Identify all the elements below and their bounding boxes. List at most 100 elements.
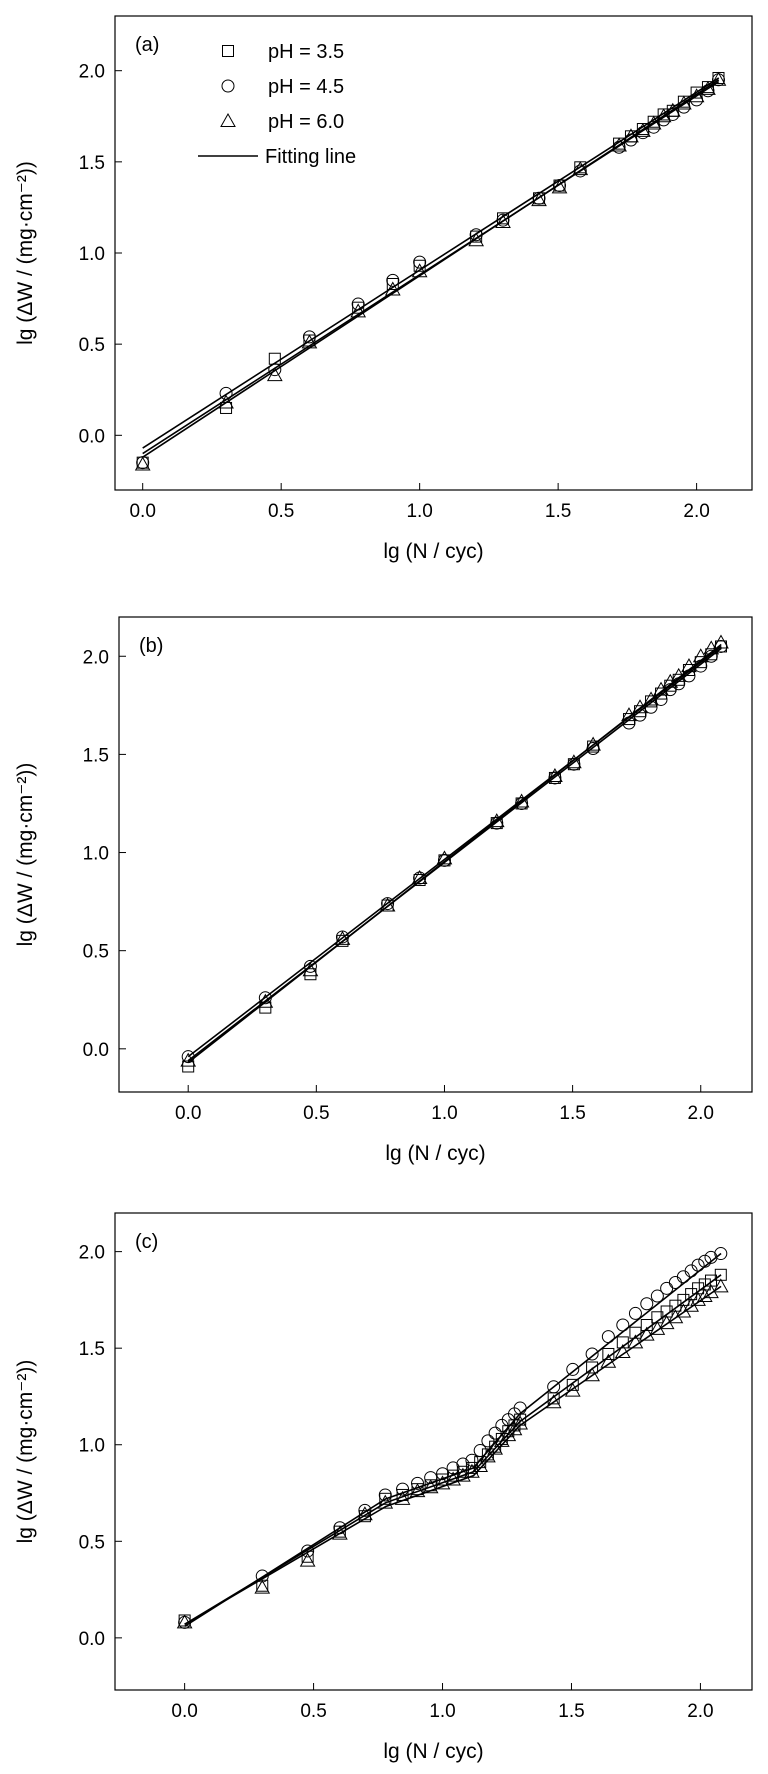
triangle-marker <box>302 962 319 977</box>
circle-marker <box>548 771 562 785</box>
y-tick-label: 0.5 <box>79 335 105 356</box>
circle-marker <box>704 649 718 663</box>
triangle-marker <box>614 1344 631 1359</box>
chart-panel-1: 0.0 0.5 1.0 1.5 2.0 0.0 0.5 1.0 1.5 2.0 lg (N / cy… <box>14 15 753 563</box>
x-tick-label: 1.5 <box>545 501 571 522</box>
y-tick-label: 2.0 <box>83 647 109 668</box>
triangle-marker <box>600 1353 617 1368</box>
triangle-marker <box>690 1291 706 1306</box>
x-tick-label: 0.0 <box>171 1701 197 1722</box>
triangle-marker <box>218 394 234 409</box>
y-tick-label: 0.5 <box>83 942 109 963</box>
triangle-marker <box>422 1479 439 1494</box>
circle-marker <box>691 1258 705 1272</box>
plot-frame <box>118 616 753 1093</box>
circle-marker <box>704 1250 718 1264</box>
triangle-marker <box>350 303 367 318</box>
circle-marker <box>386 273 400 287</box>
triangle-marker <box>676 95 692 110</box>
square-marker <box>379 1492 392 1505</box>
circle-marker <box>436 1467 450 1481</box>
triangle-marker <box>635 122 651 137</box>
circle-marker <box>488 1426 502 1440</box>
triangle-marker <box>547 767 563 782</box>
triangle-marker <box>632 699 648 714</box>
triangle-marker <box>688 88 705 103</box>
triangle-marker <box>334 930 351 945</box>
circle-marker <box>456 1457 470 1471</box>
triangle-marker <box>134 456 151 471</box>
y-tick-label: 0.0 <box>83 1040 109 1061</box>
x-tick-label: 0.5 <box>300 1701 326 1722</box>
triangle-marker <box>379 897 396 912</box>
series-circle <box>178 1247 728 1629</box>
circle-marker <box>714 1247 728 1261</box>
panel-label: (c) <box>135 1231 158 1253</box>
x-tick-label: 1.0 <box>431 1103 457 1124</box>
triangle-marker <box>377 1494 394 1509</box>
circle-marker <box>302 330 316 344</box>
square-marker <box>396 1488 409 1501</box>
x-tick-label: 1.5 <box>559 1103 585 1124</box>
triangle-marker <box>531 192 547 207</box>
x-tick-label: 1.0 <box>429 1701 455 1722</box>
square-marker <box>616 1336 629 1349</box>
triangle-marker <box>713 634 729 649</box>
square-marker <box>622 713 635 726</box>
y-tick-label: 1.5 <box>79 153 105 174</box>
triangle-marker <box>434 1475 451 1490</box>
y-tick-label: 0.0 <box>79 1629 105 1650</box>
series-square <box>178 1268 727 1627</box>
square-marker <box>268 352 281 365</box>
circle-marker <box>473 1444 487 1458</box>
circle-marker <box>698 1254 712 1268</box>
circle-marker <box>258 991 272 1005</box>
circle-marker <box>650 1289 664 1303</box>
y-tick-label: 0.5 <box>79 1532 105 1553</box>
circle-marker <box>481 1434 495 1448</box>
x-axis-title: lg (N / cyc) <box>385 1142 485 1165</box>
triangle-marker <box>266 367 283 382</box>
triangle-marker <box>384 281 401 296</box>
triangle-marker <box>564 1382 581 1397</box>
circle-marker <box>424 1471 438 1485</box>
y-tick-label: 0.0 <box>79 426 105 447</box>
circle-marker <box>616 1318 630 1332</box>
x-tick-label: 2.0 <box>683 501 709 522</box>
y-tick-label: 2.0 <box>79 1243 105 1264</box>
square-marker <box>222 45 234 57</box>
triangle-marker <box>700 80 716 95</box>
circle-marker <box>668 1276 682 1290</box>
square-marker <box>655 687 668 700</box>
chart-panel-2: 0.0 0.5 1.0 1.5 2.0 0.0 0.5 1.0 1.5 2.0 lg (N / cy… <box>14 616 753 1165</box>
triangle-marker <box>584 1367 600 1382</box>
circle-marker <box>490 816 504 830</box>
triangle-marker <box>480 1448 496 1463</box>
triangle-marker <box>176 1614 193 1629</box>
series-triangle <box>134 71 727 471</box>
circle-marker <box>396 1482 410 1496</box>
circle-marker <box>333 1521 347 1535</box>
square-marker <box>413 259 426 272</box>
triangle-marker <box>488 813 505 828</box>
triangle-marker <box>257 993 274 1008</box>
circle-marker <box>221 79 235 93</box>
circle-marker <box>219 386 233 400</box>
x-tick-label: 0.5 <box>268 501 294 522</box>
square-marker <box>304 968 317 981</box>
legend: pH = 3.5 pH = 4.5 pH = 6.0 Fitting line <box>198 41 356 168</box>
triangle-marker <box>664 102 681 117</box>
x-axis-title: lg (N / cyc) <box>383 540 483 563</box>
y-tick-label: 1.0 <box>83 844 109 865</box>
x-tick-label: 0.5 <box>303 1103 329 1124</box>
square-marker <box>640 1319 653 1332</box>
x-tick-label: 2.0 <box>688 1103 714 1124</box>
square-marker <box>352 301 365 314</box>
circle-marker <box>515 796 529 810</box>
circle-marker <box>694 659 708 673</box>
y-axis-title: lg (ΔW / (mg·cm⁻²)) <box>14 763 37 947</box>
triangle-marker <box>487 1440 503 1455</box>
y-axis-title: lg (ΔW / (mg·cm⁻²)) <box>14 161 37 345</box>
circle-marker <box>301 1544 315 1558</box>
